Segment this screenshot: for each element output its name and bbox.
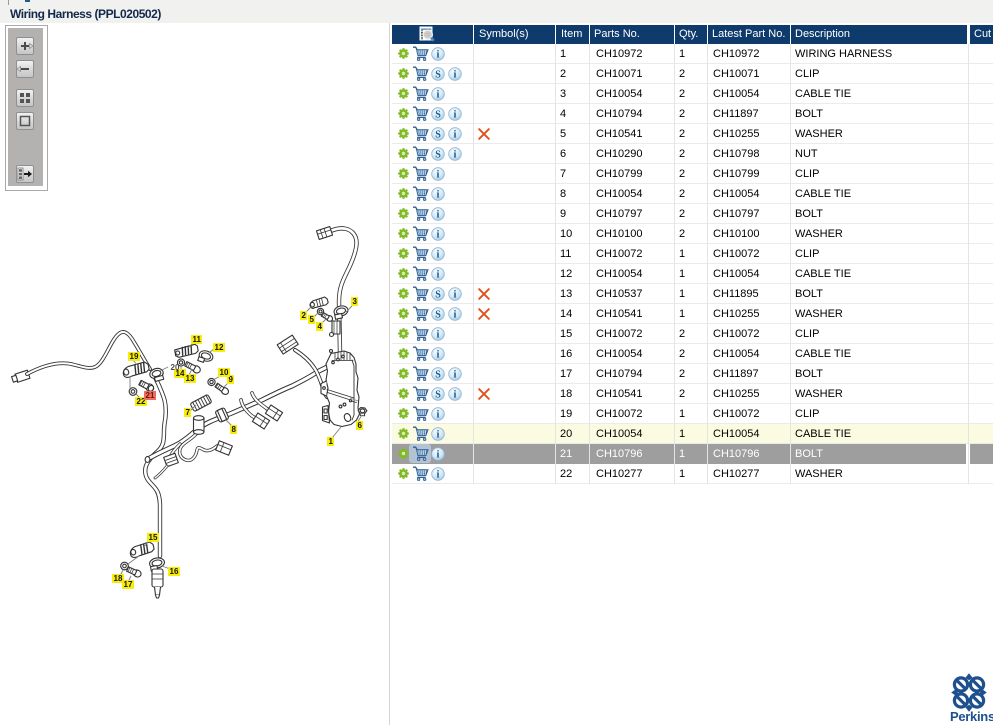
svg-text:Perkins: Perkins [950, 709, 993, 724]
